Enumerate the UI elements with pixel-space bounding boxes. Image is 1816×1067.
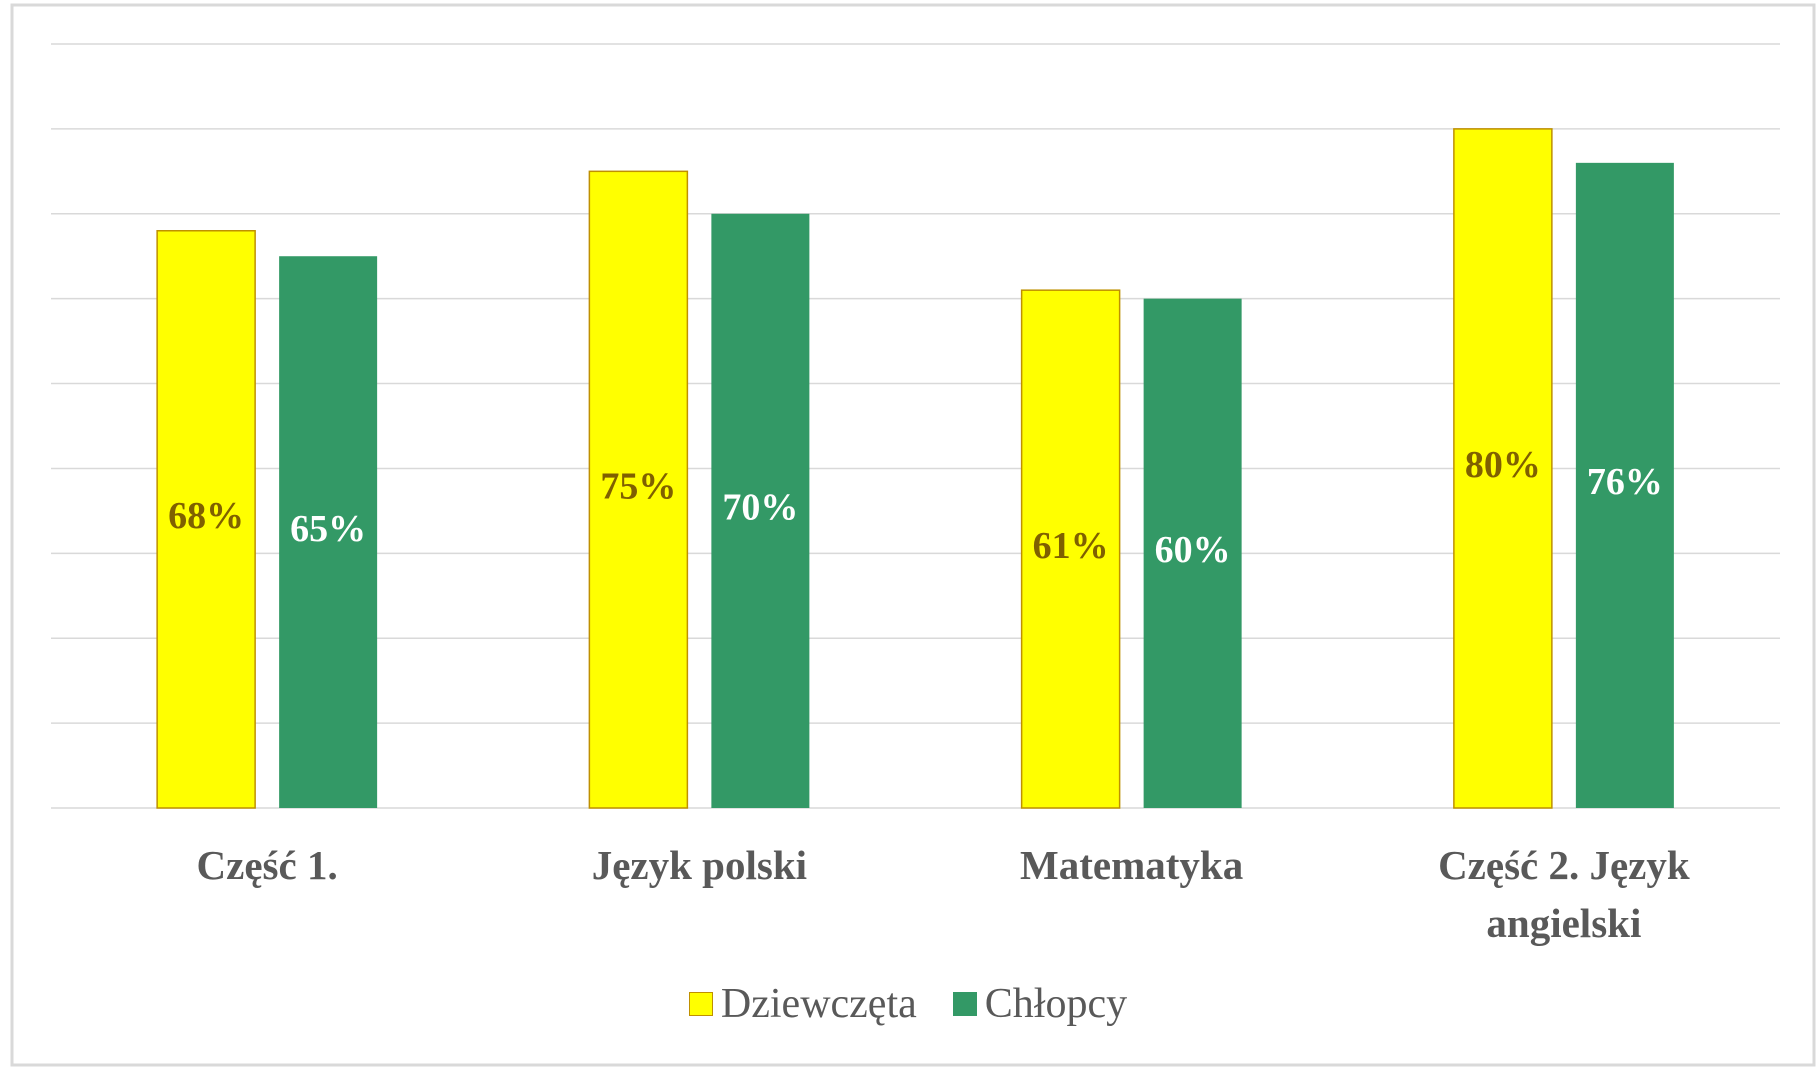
legend-swatch xyxy=(952,992,977,1016)
data-label: 68% xyxy=(168,495,244,537)
bar xyxy=(711,213,810,808)
legend-item: Chłopcy xyxy=(952,980,1128,1028)
data-label: 75% xyxy=(600,465,676,507)
data-label: 61% xyxy=(1033,525,1109,567)
x-tick-label: Język polski xyxy=(591,842,808,888)
legend-label: Chłopcy xyxy=(984,981,1128,1027)
bar xyxy=(1143,298,1242,808)
x-tick-label: Część 2. Język angielski xyxy=(1438,842,1690,946)
data-label: 80% xyxy=(1465,444,1541,486)
bar xyxy=(1575,162,1674,808)
legend-item: Dziewczęta xyxy=(688,980,917,1028)
chart-frame xyxy=(10,3,1816,1067)
data-label: 60% xyxy=(1155,529,1231,571)
legend: Dziewczęta Chłopcy xyxy=(0,980,1816,1028)
bar xyxy=(279,256,378,808)
data-label: 76% xyxy=(1587,461,1663,503)
x-tick-label: Matematyka xyxy=(1020,842,1244,888)
bar xyxy=(588,170,689,809)
x-tick-label: Część 1. xyxy=(196,842,338,888)
data-label: 65% xyxy=(290,508,366,550)
data-label: 70% xyxy=(722,487,798,529)
bar xyxy=(156,230,256,809)
legend-swatch xyxy=(688,992,713,1016)
bar xyxy=(1453,128,1553,809)
legend-label: Dziewczęta xyxy=(720,981,917,1027)
bar xyxy=(1020,289,1121,809)
